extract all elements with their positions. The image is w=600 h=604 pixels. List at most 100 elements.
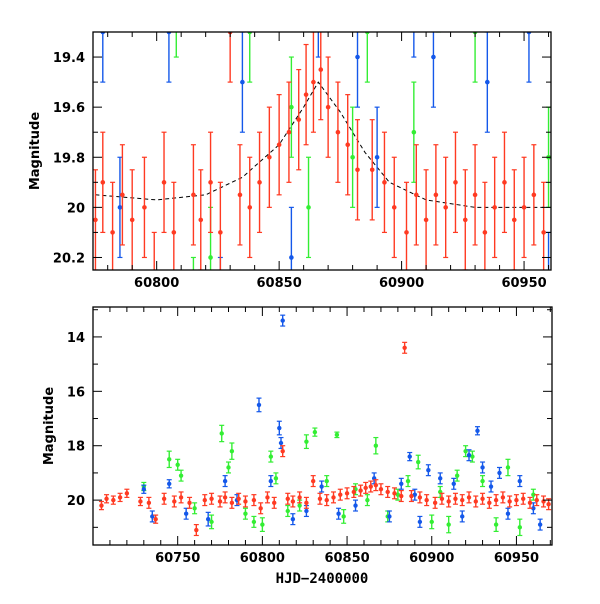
data-point-red [222, 495, 228, 500]
data-point-blue [412, 5, 417, 10]
data-point-red [49, 230, 54, 235]
data-point-green [350, 154, 355, 160]
top-series-blue [44, 5, 551, 385]
data-point-red [561, 218, 566, 223]
data-point-blue [319, 484, 324, 489]
data-point-green [405, 478, 411, 484]
data-point-green [365, 497, 370, 503]
data-point-green [268, 454, 274, 459]
data-point-blue [466, 453, 472, 458]
data-point-red [237, 192, 243, 198]
data-point-red [296, 117, 302, 122]
data-point-red [514, 497, 519, 503]
data-point-red [171, 230, 177, 235]
data-point-red [317, 496, 323, 501]
y-tick-label: 19.8 [53, 151, 85, 166]
data-point-red [399, 493, 404, 499]
data-point-red [117, 495, 123, 500]
y-tick-label: 16 [67, 385, 85, 400]
data-point-red [502, 180, 507, 185]
top-series-red [12, 32, 566, 486]
data-point-green [260, 522, 265, 527]
data-point-red [236, 496, 241, 501]
data-point-red [472, 192, 478, 198]
data-point-red [304, 500, 309, 506]
data-point-blue [205, 516, 211, 522]
data-point-red [345, 142, 351, 148]
data-point-blue [460, 514, 465, 519]
data-point-red [297, 495, 302, 500]
data-point-red [12, 193, 17, 198]
bottom-x-axis-label: HJD−2400000 [276, 571, 369, 587]
data-point-green [251, 519, 257, 525]
data-point-red [110, 230, 115, 235]
data-point-green [226, 465, 231, 470]
data-point-red [311, 79, 316, 85]
data-point-blue [280, 318, 285, 323]
x-tick-label: 60850 [324, 551, 369, 566]
data-point-red [100, 180, 106, 185]
x-tick-label: 60900 [379, 276, 424, 291]
data-point-red [161, 496, 167, 501]
top-series-green [173, 5, 551, 410]
data-point-blue [353, 503, 358, 508]
data-point-blue [531, 506, 536, 511]
top-plot-area [12, 5, 566, 486]
data-point-blue [167, 481, 172, 486]
data-point-red [138, 499, 143, 504]
data-point-red [385, 489, 390, 495]
top-panel-zoomed-light-curve: 60800 60850 60900 60950 19.4 19.6 19.8 20 20.2 [12, 5, 566, 486]
data-point-red [373, 482, 379, 488]
data-point-green [178, 473, 184, 478]
data-point-red [462, 217, 468, 223]
data-point-green [174, 5, 179, 10]
data-point-red [351, 489, 357, 495]
data-point-red [527, 500, 533, 506]
data-point-blue [268, 478, 274, 484]
data-point-red [368, 484, 373, 489]
data-point-green [285, 508, 290, 514]
data-point-red [392, 491, 397, 496]
data-point-blue [44, 330, 49, 335]
data-point-red [453, 180, 458, 185]
data-point-green [429, 519, 434, 525]
data-point-red [439, 496, 445, 501]
data-point-red [290, 499, 296, 504]
data-point-red [272, 500, 277, 506]
data-point-blue [141, 487, 147, 492]
data-point-red [209, 496, 214, 501]
data-point-green [493, 522, 499, 527]
data-point-red [424, 497, 429, 503]
data-point-red [473, 499, 478, 504]
data-point-red [443, 205, 448, 210]
data-point-red [310, 478, 316, 484]
data-point-red [124, 491, 130, 496]
data-point-blue [198, 380, 203, 385]
data-point-blue [480, 465, 485, 470]
data-point-red [59, 481, 64, 486]
data-point-green [167, 457, 172, 462]
data-point-red [172, 499, 177, 504]
data-point-red [286, 129, 292, 135]
data-point-green [517, 525, 523, 530]
data-point-red [258, 506, 263, 511]
data-point-red [378, 487, 384, 492]
data-point-green [175, 462, 180, 467]
data-point-green [297, 503, 302, 508]
data-point-green [324, 478, 329, 484]
y-tick-label: 20 [67, 494, 85, 509]
data-point-red [187, 500, 192, 506]
data-point-red [487, 500, 492, 506]
data-point-blue [117, 205, 123, 210]
data-point-red [507, 499, 512, 504]
data-point-red [404, 230, 409, 235]
data-point-red [482, 230, 488, 235]
bottom-series-red [98, 341, 552, 537]
data-point-green [399, 405, 404, 410]
data-point-red [433, 192, 439, 198]
data-point-green [243, 511, 248, 516]
data-point-red [217, 499, 223, 504]
data-point-red [338, 492, 343, 497]
bottom-panel-full-light-curve: 60750 60800 60850 60900 60950 14 16 18 20 [67, 306, 553, 566]
data-point-red [324, 497, 329, 503]
